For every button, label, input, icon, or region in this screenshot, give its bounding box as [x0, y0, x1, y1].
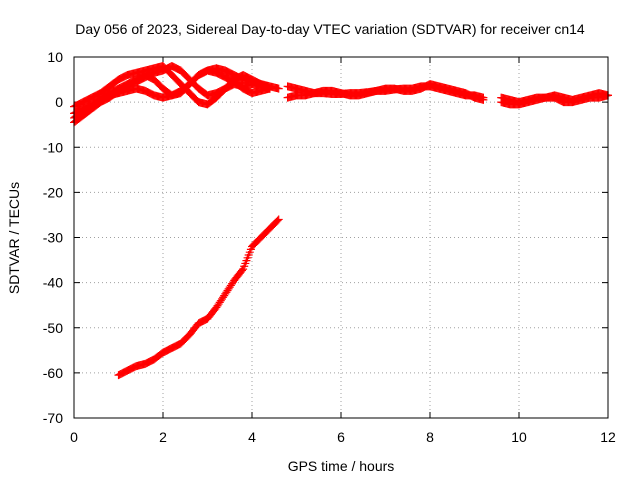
y-tick-label: -30 [43, 230, 63, 246]
data-points [70, 62, 612, 380]
x-tick-label: 0 [70, 429, 78, 445]
x-tick-labels: 0 2 4 6 8 10 12 [70, 429, 616, 445]
y-tick-labels: -70 -60 -50 -40 -30 -20 -10 0 10 [43, 49, 63, 426]
x-tick-label: 12 [600, 429, 616, 445]
x-tick-label: 2 [159, 429, 167, 445]
y-tick-label: -10 [43, 139, 63, 155]
x-tick-label: 8 [426, 429, 434, 445]
y-tick-label: 10 [47, 49, 63, 65]
y-tick-label: -60 [43, 365, 63, 381]
grid-lines [74, 57, 608, 418]
x-tick-label: 6 [337, 429, 345, 445]
data-series [283, 80, 488, 104]
data-point-marker [274, 215, 283, 224]
chart-title: Day 056 of 2023, Sidereal Day-to-day VTE… [75, 21, 585, 37]
data-point-marker [273, 216, 282, 225]
data-series [114, 215, 283, 380]
data-series [497, 91, 612, 109]
data-point-marker [237, 266, 246, 275]
y-tick-label: -70 [43, 410, 63, 426]
y-axis-label: SDTVAR / TECUs [6, 182, 22, 294]
data-series [70, 64, 283, 122]
x-axis-label: GPS time / hours [288, 458, 395, 474]
data-point-marker [479, 95, 488, 104]
y-tick-label: -40 [43, 275, 63, 291]
x-tick-label: 4 [248, 429, 256, 445]
y-tick-label: -20 [43, 184, 63, 200]
plot-frame [73, 56, 609, 419]
x-tick-label: 10 [511, 429, 527, 445]
y-tick-label: 0 [55, 94, 63, 110]
data-point-marker [274, 84, 283, 93]
y-tick-label: -50 [43, 320, 63, 336]
